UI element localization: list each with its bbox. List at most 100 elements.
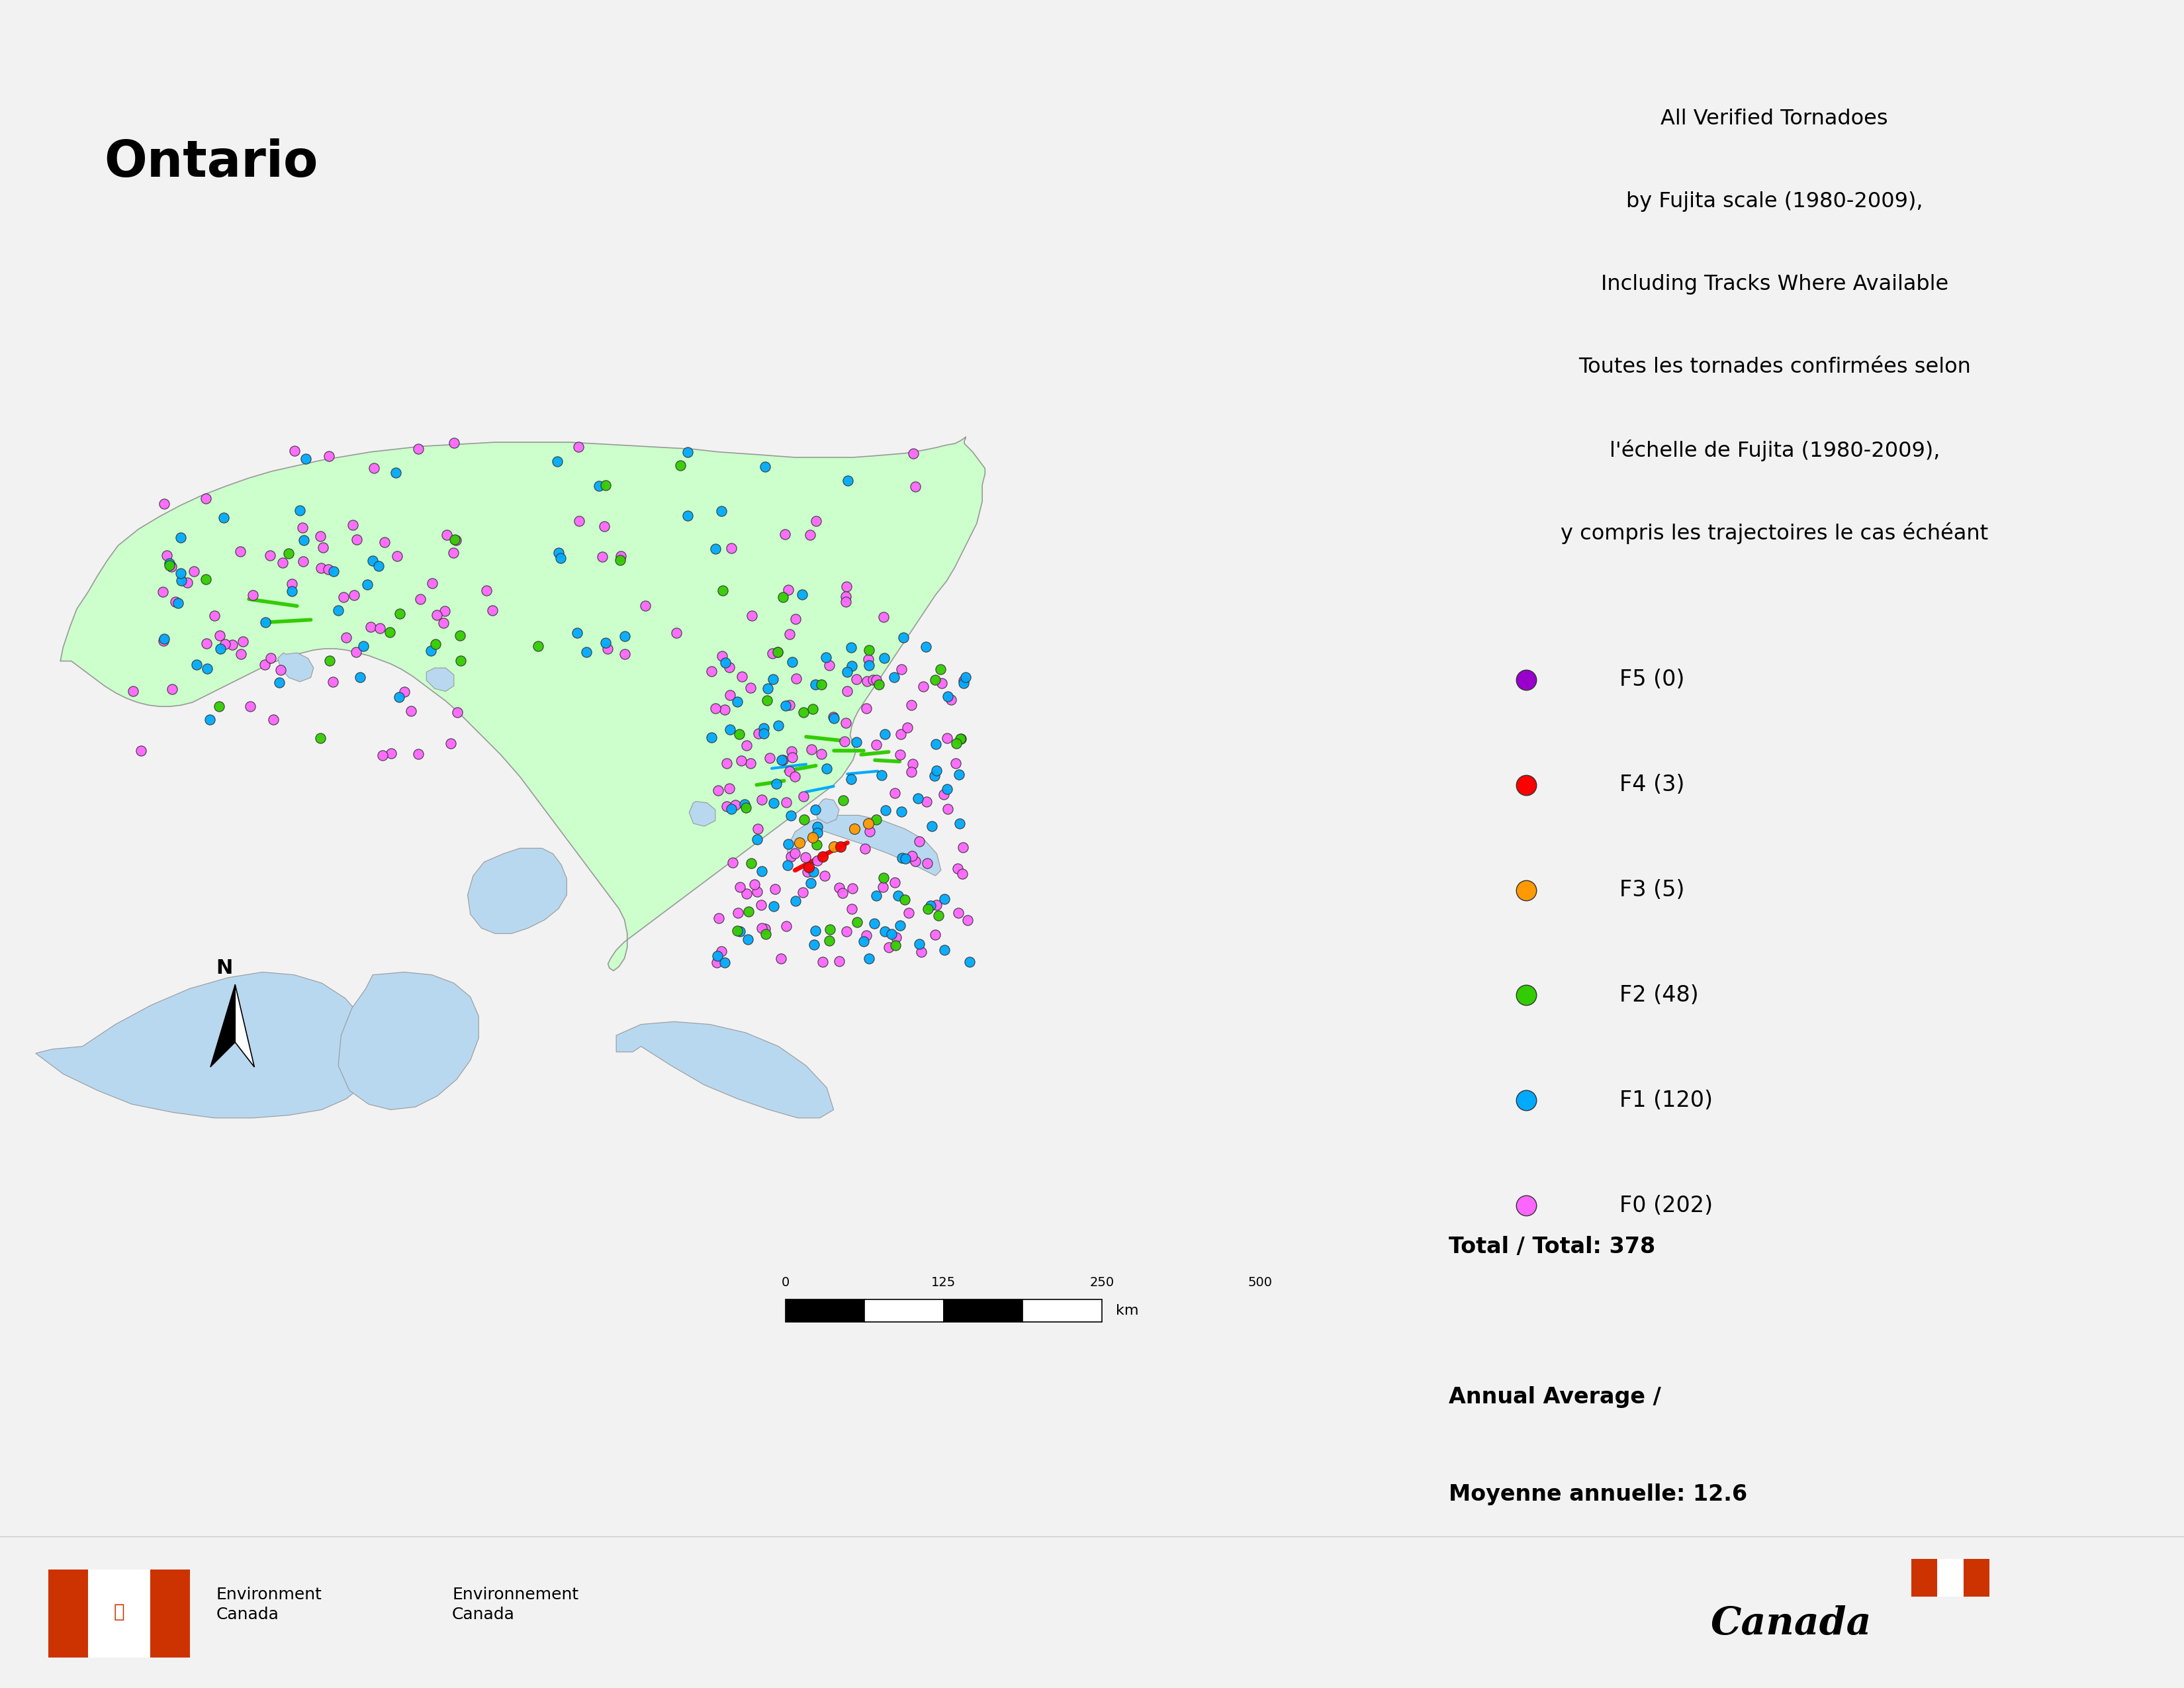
Point <box>952 949 987 976</box>
Point <box>758 770 793 797</box>
Point <box>670 501 705 528</box>
Point <box>164 525 199 552</box>
Point <box>919 731 954 758</box>
Point <box>780 665 815 692</box>
Point <box>830 918 865 945</box>
Point <box>821 947 856 974</box>
Point <box>786 783 821 810</box>
Point <box>915 812 950 839</box>
Point <box>734 749 769 776</box>
Point <box>146 628 181 655</box>
Point <box>253 542 288 569</box>
Polygon shape <box>616 1021 834 1117</box>
Point <box>734 603 769 630</box>
Point <box>325 584 360 611</box>
Point <box>885 798 919 825</box>
Point <box>382 684 417 711</box>
Point <box>387 679 422 706</box>
Point <box>587 471 622 498</box>
Point <box>839 665 874 692</box>
Point <box>775 648 810 675</box>
Point <box>607 623 642 650</box>
Point <box>946 667 981 694</box>
Point <box>948 663 983 690</box>
Point <box>793 522 828 549</box>
Point <box>784 581 819 608</box>
Point <box>804 741 839 768</box>
Point <box>378 459 413 486</box>
Point <box>723 721 758 748</box>
Point <box>834 765 869 792</box>
Point <box>834 895 869 922</box>
Point <box>570 638 605 665</box>
Point <box>922 901 957 928</box>
Point <box>817 704 852 731</box>
Point <box>926 937 961 964</box>
Point <box>771 621 806 648</box>
Point <box>909 633 943 660</box>
Point <box>413 638 448 665</box>
Point <box>791 859 826 886</box>
Point <box>740 878 775 905</box>
Polygon shape <box>210 984 236 1067</box>
Point <box>419 601 454 628</box>
Point <box>834 635 869 662</box>
Point <box>788 844 823 871</box>
Point <box>428 598 463 625</box>
Point <box>225 628 260 655</box>
Point <box>946 861 981 888</box>
Point <box>262 668 297 695</box>
Point <box>812 652 847 679</box>
Polygon shape <box>426 668 454 692</box>
Point <box>865 761 900 788</box>
Point <box>201 692 236 719</box>
Point <box>797 797 832 824</box>
Point <box>874 920 909 947</box>
Point <box>946 834 981 861</box>
Point <box>373 739 408 766</box>
Point <box>723 874 758 901</box>
Point <box>799 819 834 846</box>
Point <box>732 898 767 925</box>
Point <box>542 538 577 565</box>
Point <box>734 675 769 702</box>
Polygon shape <box>236 984 253 1067</box>
Point <box>153 550 188 577</box>
Point <box>930 795 965 822</box>
Point <box>852 647 887 674</box>
Point <box>725 663 760 690</box>
Point <box>162 589 197 616</box>
Point <box>917 763 952 790</box>
Point <box>304 554 339 581</box>
Point <box>799 830 834 858</box>
Point <box>786 699 821 726</box>
Point <box>767 520 802 547</box>
Point <box>736 871 771 898</box>
Point <box>775 744 810 771</box>
Point <box>710 793 745 820</box>
Point <box>723 748 758 775</box>
Point <box>188 565 223 592</box>
Point <box>116 677 151 704</box>
Point <box>721 917 756 944</box>
Point <box>898 847 933 874</box>
Point <box>911 896 946 923</box>
Point <box>941 761 976 788</box>
Text: 🍁: 🍁 <box>114 1602 124 1620</box>
Bar <box>151 1570 190 1658</box>
Point <box>310 555 345 582</box>
Point <box>889 714 924 741</box>
Point <box>830 679 865 706</box>
Point <box>262 657 297 684</box>
Point <box>867 864 902 891</box>
Point <box>354 547 389 574</box>
Point <box>852 636 887 663</box>
Point <box>852 945 887 972</box>
Point <box>312 648 347 675</box>
Point <box>839 729 874 756</box>
Text: Total / Total: 378: Total / Total: 378 <box>1448 1236 1655 1258</box>
Point <box>762 945 797 972</box>
Point <box>850 668 885 695</box>
Point <box>799 814 834 841</box>
Text: 125: 125 <box>930 1276 957 1288</box>
